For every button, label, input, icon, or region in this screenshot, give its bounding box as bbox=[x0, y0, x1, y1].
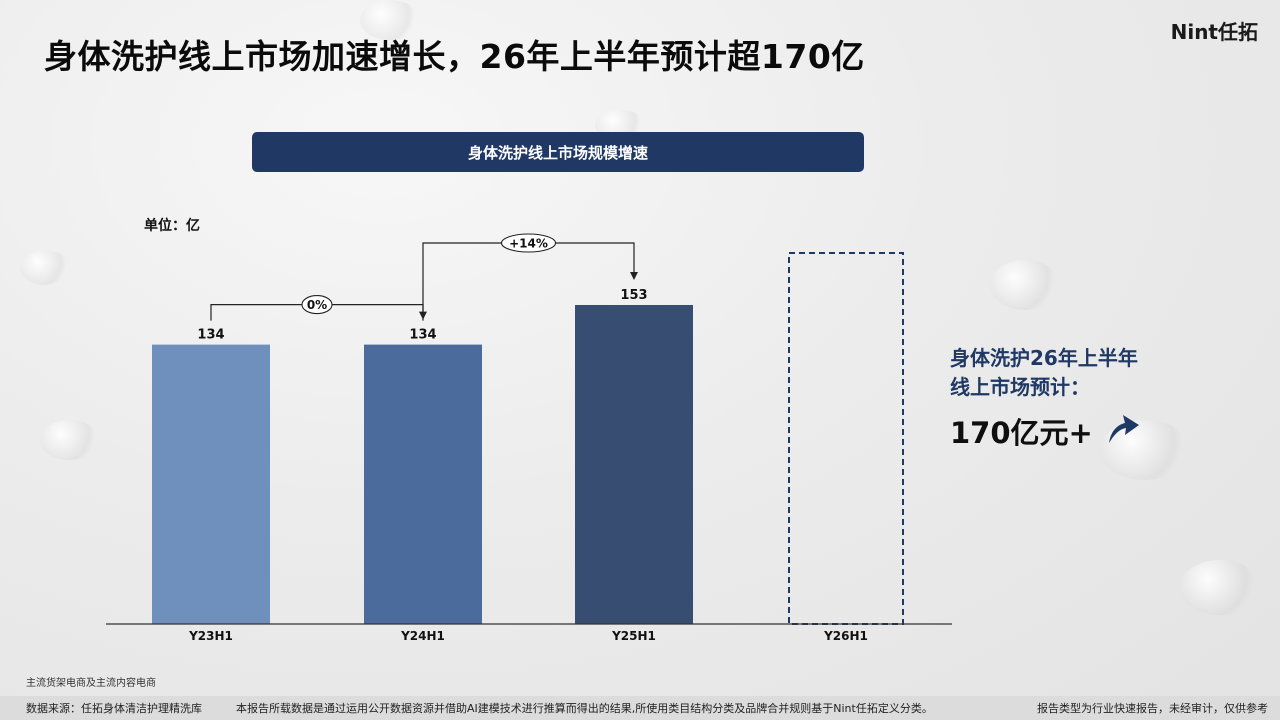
footer-bar: 数据来源：任拓身体清洁护理精洗库 本报告所载数据是通过运用公开数据资源并借助AI… bbox=[0, 696, 1280, 720]
growth-label-2: +14% bbox=[509, 236, 548, 250]
data-label-y24h1: 134 bbox=[409, 328, 436, 343]
background-bubble bbox=[40, 420, 100, 460]
chart-title: 身体洗护线上市场规模增速 bbox=[252, 132, 864, 172]
callout-line-1: 身体洗护26年上半年 bbox=[950, 346, 1138, 370]
x-tick-label-y23h1: Y23H1 bbox=[188, 629, 233, 643]
x-tick-label-y26h1: Y26H1 bbox=[823, 629, 868, 643]
up-arrow-icon bbox=[1105, 411, 1141, 452]
unit-label: 单位：亿 bbox=[144, 218, 200, 234]
source-note: 主流货架电商及主流内容电商 bbox=[26, 678, 156, 689]
data-label-y25h1: 153 bbox=[620, 288, 647, 303]
x-tick-label-y25h1: Y25H1 bbox=[611, 629, 656, 643]
callout-value: 170亿元+ bbox=[950, 416, 1093, 450]
footer-data-source: 数据来源：任拓身体清洁护理精洗库 bbox=[26, 702, 202, 715]
callout-line-2: 线上市场预计： bbox=[950, 375, 1090, 399]
footer-disclaimer: 本报告所载数据是通过运用公开数据资源并借助AI建模技术进行推算而得出的结果,所使… bbox=[236, 702, 933, 715]
forecast-bar-y26h1 bbox=[788, 252, 904, 625]
background-bubble bbox=[1180, 560, 1260, 615]
footer-report-type: 报告类型为行业快速报告，未经审计，仅供参考 bbox=[1037, 702, 1268, 715]
growth-badge-2 bbox=[500, 233, 557, 253]
forecast-callout: 身体洗护26年上半年 线上市场预计： 170亿元+ bbox=[950, 344, 1141, 452]
data-label-y23h1: 134 bbox=[197, 328, 224, 343]
background-bubble bbox=[360, 0, 420, 40]
chart-title-text: 身体洗护线上市场规模增速 bbox=[467, 143, 648, 162]
page-title: 身体洗护线上市场加速增长，26年上半年预计超170亿 bbox=[44, 37, 865, 76]
growth-badge-1 bbox=[301, 295, 333, 315]
callout-value-row: 170亿元+ bbox=[950, 410, 1141, 452]
bar-y23h1 bbox=[152, 344, 270, 624]
background-bubble bbox=[20, 250, 70, 285]
x-tick-label-y24h1: Y24H1 bbox=[400, 629, 445, 643]
background-bubble bbox=[990, 260, 1060, 310]
bar-y24h1 bbox=[364, 344, 482, 624]
bar-y25h1 bbox=[575, 304, 693, 624]
growth-bracket-arrow-2 bbox=[630, 271, 638, 280]
growth-label-1: 0% bbox=[307, 298, 327, 312]
brand-logo: Nint任拓 bbox=[1170, 20, 1258, 44]
